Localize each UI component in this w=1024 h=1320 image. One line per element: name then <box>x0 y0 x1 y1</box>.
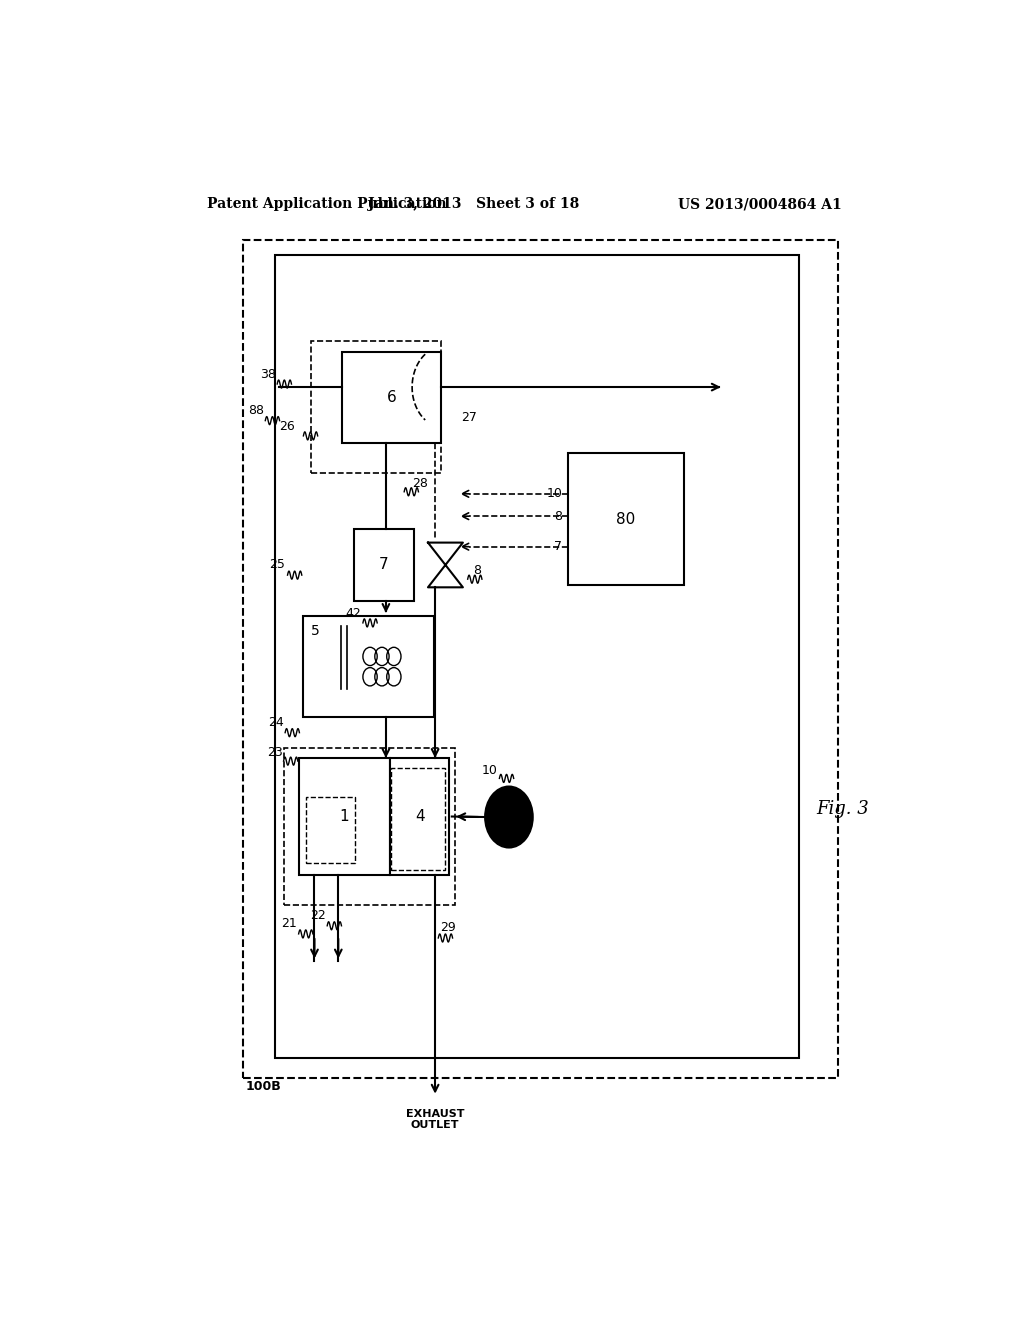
Text: 88: 88 <box>248 404 264 417</box>
Text: Jan. 3, 2013   Sheet 3 of 18: Jan. 3, 2013 Sheet 3 of 18 <box>368 197 579 211</box>
Text: 8: 8 <box>554 510 562 523</box>
Text: 23: 23 <box>267 747 283 759</box>
Bar <box>285 748 455 906</box>
Text: US 2013/0004864 A1: US 2013/0004864 A1 <box>679 197 842 211</box>
Bar <box>342 351 441 444</box>
Text: 26: 26 <box>279 420 295 433</box>
Bar <box>568 453 684 585</box>
Bar <box>303 615 433 718</box>
Text: 42: 42 <box>345 607 361 620</box>
Text: 5: 5 <box>310 624 319 638</box>
Text: 29: 29 <box>440 921 456 935</box>
Text: 4: 4 <box>415 809 425 824</box>
Bar <box>390 758 450 875</box>
Text: 21: 21 <box>282 917 297 931</box>
Text: 24: 24 <box>268 715 284 729</box>
Text: 100B: 100B <box>246 1080 282 1093</box>
Text: 22: 22 <box>310 909 326 923</box>
Text: 8: 8 <box>473 564 481 577</box>
Text: 25: 25 <box>269 558 285 572</box>
Text: 80: 80 <box>616 512 636 527</box>
Text: Fig. 3: Fig. 3 <box>816 800 868 818</box>
Text: 1: 1 <box>339 809 349 824</box>
Bar <box>391 768 445 870</box>
Text: EXHAUST
OUTLET: EXHAUST OUTLET <box>406 1109 464 1130</box>
Text: Patent Application Publication: Patent Application Publication <box>207 197 447 211</box>
Text: 38: 38 <box>260 368 275 381</box>
Bar <box>306 797 355 863</box>
Bar <box>299 758 390 875</box>
Bar <box>354 529 414 601</box>
Circle shape <box>485 787 532 847</box>
Text: 7: 7 <box>379 557 389 573</box>
Bar <box>274 255 799 1057</box>
Text: 7: 7 <box>554 540 562 553</box>
Text: 27: 27 <box>461 411 477 424</box>
Bar <box>243 240 839 1078</box>
Text: 10: 10 <box>546 487 562 500</box>
Bar <box>310 342 441 474</box>
Text: 28: 28 <box>412 477 428 490</box>
Text: 10: 10 <box>482 764 498 776</box>
Text: 6: 6 <box>387 389 396 405</box>
